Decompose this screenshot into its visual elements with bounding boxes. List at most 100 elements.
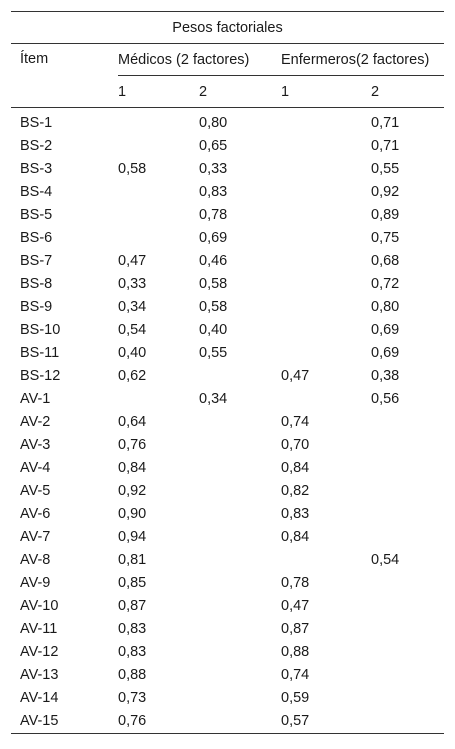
medicos-factor-2-cell: 0,55 [199, 345, 228, 361]
table-row: AV-8 0,81 0,54 [11, 549, 444, 572]
medicos-factor-1-cell: 0,85 [118, 575, 147, 591]
enfermeros-factor-2-cell: 0,75 [371, 230, 400, 246]
enfermeros-factor-2-cell: 0,54 [371, 552, 400, 568]
table-row: AV-7 0,94 0,84 [11, 526, 444, 549]
item-column-header: Ítem [20, 51, 49, 67]
enfermeros-factor-2-cell [371, 664, 444, 687]
item-cell: BS-6 [20, 230, 53, 246]
enfermeros-factor-2-cell: 0,38 [371, 368, 400, 384]
medicos-factor-1-cell: 0,84 [118, 460, 147, 476]
table-row: AV-12 0,83 0,88 [11, 641, 444, 664]
enfermeros-factor-2-cell: 0,89 [371, 207, 400, 223]
enfermeros-factor-1-cell: 0,82 [281, 483, 310, 499]
medicos-factor-1-cell: 0,88 [118, 667, 147, 683]
factor-header: 2 [371, 83, 380, 100]
table-row: BS-9 0,34 0,58 0,80 [11, 296, 444, 319]
medicos-factor-1-cell: 0,76 [118, 710, 199, 734]
item-cell: AV-6 [20, 506, 51, 522]
item-cell: AV-15 [11, 710, 118, 734]
enfermeros-factor-2-cell [371, 618, 444, 641]
medicos-factor-2-cell: 0,58 [199, 276, 228, 292]
table-row: BS-1 0,80 0,71 [11, 108, 444, 136]
table-row: AV-3 0,76 0,70 [11, 434, 444, 457]
table-row: BS-6 0,69 0,75 [11, 227, 444, 250]
enfermeros-factor-2-cell: 0,69 [371, 322, 400, 338]
medicos-factor-2-cell [199, 549, 281, 572]
medicos-factor-1-cell [118, 135, 199, 158]
medicos-factor-2-cell [199, 664, 281, 687]
table-row: AV-5 0,92 0,82 [11, 480, 444, 503]
enfermeros-factor-2-cell: 0,55 [371, 161, 400, 177]
medicos-factor-2-cell [199, 572, 281, 595]
medicos-factor-2-cell [199, 710, 281, 734]
table-row: BS-2 0,65 0,71 [11, 135, 444, 158]
medicos-factor-1-cell: 0,90 [118, 506, 147, 522]
medicos-factor-2-cell: 0,78 [199, 207, 228, 223]
table-row: AV-13 0,88 0,74 [11, 664, 444, 687]
medicos-factor-1-cell: 0,62 [118, 368, 147, 384]
medicos-factor-2-cell [199, 687, 281, 710]
enfermeros-factor-1-cell: 0,83 [281, 506, 310, 522]
item-cell: BS-7 [20, 253, 53, 269]
medicos-factor-2-cell [199, 434, 281, 457]
factor-header-row: 1 2 1 2 [11, 76, 444, 108]
enfermeros-factor-1-cell: 0,78 [281, 575, 310, 591]
enfermeros-factor-1-cell [281, 227, 371, 250]
table-title-row: Pesos factoriales [11, 11, 444, 44]
medicos-factor-2-cell [199, 457, 281, 480]
medicos-factor-1-cell [118, 227, 199, 250]
medicos-factor-2-cell [199, 365, 281, 388]
item-cell: AV-14 [20, 690, 59, 706]
item-cell: BS-5 [20, 207, 53, 223]
medicos-factor-1-cell: 0,40 [118, 345, 147, 361]
item-cell: AV-7 [20, 529, 51, 545]
table-row: BS-7 0,47 0,46 0,68 [11, 250, 444, 273]
medicos-factor-2-cell: 0,34 [199, 391, 228, 407]
table-row: AV-9 0,85 0,78 [11, 572, 444, 595]
enfermeros-factor-2-cell: 0,92 [371, 184, 400, 200]
medicos-factor-1-cell [118, 108, 199, 136]
table-row: BS-8 0,33 0,58 0,72 [11, 273, 444, 296]
enfermeros-factor-2-cell [371, 572, 444, 595]
medicos-factor-2-cell [199, 526, 281, 549]
medicos-factor-2-cell: 0,58 [199, 299, 228, 315]
medicos-factor-1-cell [118, 388, 199, 411]
enfermeros-factor-1-cell [281, 250, 371, 273]
enfermeros-factor-2-cell: 0,80 [371, 299, 400, 315]
medicos-factor-1-cell [118, 204, 199, 227]
medicos-factor-2-cell [199, 595, 281, 618]
table-row: AV-10 0,87 0,47 [11, 595, 444, 618]
item-cell: BS-3 [20, 161, 53, 177]
item-cell: AV-9 [20, 575, 51, 591]
item-cell: AV-3 [20, 437, 51, 453]
item-cell: BS-9 [20, 299, 53, 315]
table-row: AV-11 0,83 0,87 [11, 618, 444, 641]
table-row: AV-14 0,73 0,59 [11, 687, 444, 710]
table-row: AV-15 0,76 0,57 [11, 710, 444, 734]
medicos-factor-2-cell: 0,33 [199, 161, 228, 177]
medicos-factor-1-cell: 0,76 [118, 437, 147, 453]
enfermeros-factor-2-cell [371, 480, 444, 503]
enfermeros-factor-2-cell: 0,71 [371, 115, 400, 131]
factor-header: 1 [118, 83, 127, 100]
enfermeros-factor-1-cell [281, 549, 371, 572]
item-cell: AV-4 [20, 460, 51, 476]
medicos-factor-1-cell: 0,83 [118, 644, 147, 660]
item-cell: AV-11 [20, 621, 58, 637]
medicos-factor-2-cell: 0,69 [199, 230, 228, 246]
enfermeros-factor-1-cell: 0,47 [281, 368, 310, 384]
enfermeros-factor-1-cell: 0,87 [281, 621, 310, 637]
enfermeros-factor-2-cell [371, 526, 444, 549]
item-cell: BS-11 [20, 345, 60, 361]
medicos-factor-2-cell: 0,40 [199, 322, 228, 338]
item-cell: AV-5 [20, 483, 51, 499]
medicos-factor-1-cell: 0,47 [118, 253, 147, 269]
item-cell: BS-12 [20, 368, 61, 384]
medicos-factor-1-cell: 0,87 [118, 598, 147, 614]
medicos-factor-1-cell: 0,94 [118, 529, 147, 545]
medicos-factor-1-cell: 0,33 [118, 276, 147, 292]
medicos-factor-1-cell: 0,64 [118, 414, 147, 430]
item-cell: BS-1 [20, 115, 53, 131]
group-header-medicos: Médicos (2 factores) [118, 43, 281, 76]
